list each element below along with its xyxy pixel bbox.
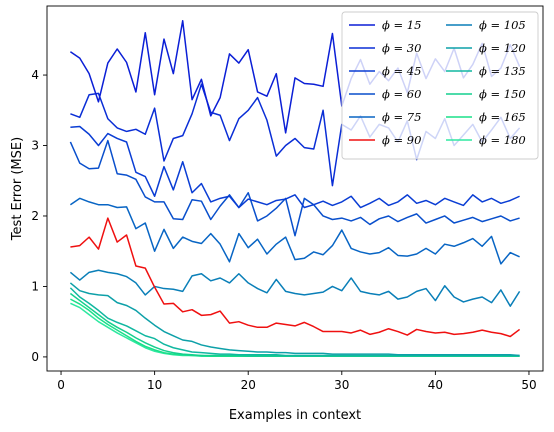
y-tick-label: 1 <box>31 279 39 293</box>
series-line-6 <box>69 269 521 307</box>
series-line-10 <box>70 298 520 357</box>
legend-label: ϕ = 120 <box>479 41 526 55</box>
series-line-8 <box>69 287 520 357</box>
legend-entry: ϕ = 105 <box>446 18 526 32</box>
legend-entry: ϕ = 90 <box>349 133 421 147</box>
plot-frame <box>46 5 544 372</box>
series-line-3 <box>69 139 520 237</box>
legend-label: ϕ = 135 <box>479 64 526 78</box>
y-tick-label: 4 <box>31 68 39 82</box>
legend-box <box>341 11 539 160</box>
legend-label: ϕ = 150 <box>479 87 526 101</box>
legend-label: ϕ = 15 <box>382 18 421 32</box>
legend-entry: ϕ = 30 <box>349 41 421 55</box>
x-tick-label: 10 <box>147 378 162 392</box>
legend-label: ϕ = 75 <box>382 110 421 124</box>
legend-entry: ϕ = 180 <box>446 133 526 147</box>
legend-label: ϕ = 45 <box>382 64 421 78</box>
legend-entry: ϕ = 150 <box>446 87 526 101</box>
y-tick-label: 2 <box>31 209 39 223</box>
series-line-4 <box>69 197 520 265</box>
legend-label: ϕ = 180 <box>479 133 526 147</box>
legend-entry: ϕ = 75 <box>349 110 421 124</box>
y-axis-ticks: 0 1 2 3 4 <box>31 68 47 364</box>
legend-entry: ϕ = 120 <box>446 41 526 55</box>
series-line-7 <box>69 282 520 357</box>
legend-label: ϕ = 165 <box>479 110 526 124</box>
series-line-9 <box>69 292 520 357</box>
legend-entry: ϕ = 135 <box>446 64 526 78</box>
x-tick-label: 0 <box>57 378 65 392</box>
x-tick-label: 40 <box>428 378 443 392</box>
plot-lines <box>69 20 521 357</box>
legend-label: ϕ = 60 <box>382 87 421 101</box>
y-tick-label: 0 <box>31 350 39 364</box>
x-tick-label: 30 <box>334 378 349 392</box>
y-tick-label: 3 <box>31 139 39 153</box>
series-line-5 <box>70 217 521 338</box>
x-axis-label: Examples in context <box>229 408 361 423</box>
x-tick-label: 50 <box>521 378 536 392</box>
series-line-2 <box>70 125 520 209</box>
legend-label: ϕ = 105 <box>479 18 526 32</box>
legend-entry: ϕ = 45 <box>349 64 421 78</box>
legend-entry: ϕ = 60 <box>349 87 421 101</box>
y-axis-label: Test Error (MSE) <box>10 137 25 241</box>
legend-entry: ϕ = 165 <box>446 110 526 124</box>
legend-label: ϕ = 30 <box>382 41 421 55</box>
legend-label: ϕ = 90 <box>382 133 421 147</box>
x-axis-ticks: 0 10 20 30 40 50 <box>57 371 537 392</box>
legend: ϕ = 15 ϕ = 30 ϕ = 45 ϕ = 60 ϕ = 75 ϕ = 90 ϕ = … <box>341 11 539 160</box>
x-tick-label: 20 <box>241 378 256 392</box>
legend-entry: ϕ = 15 <box>349 18 421 32</box>
